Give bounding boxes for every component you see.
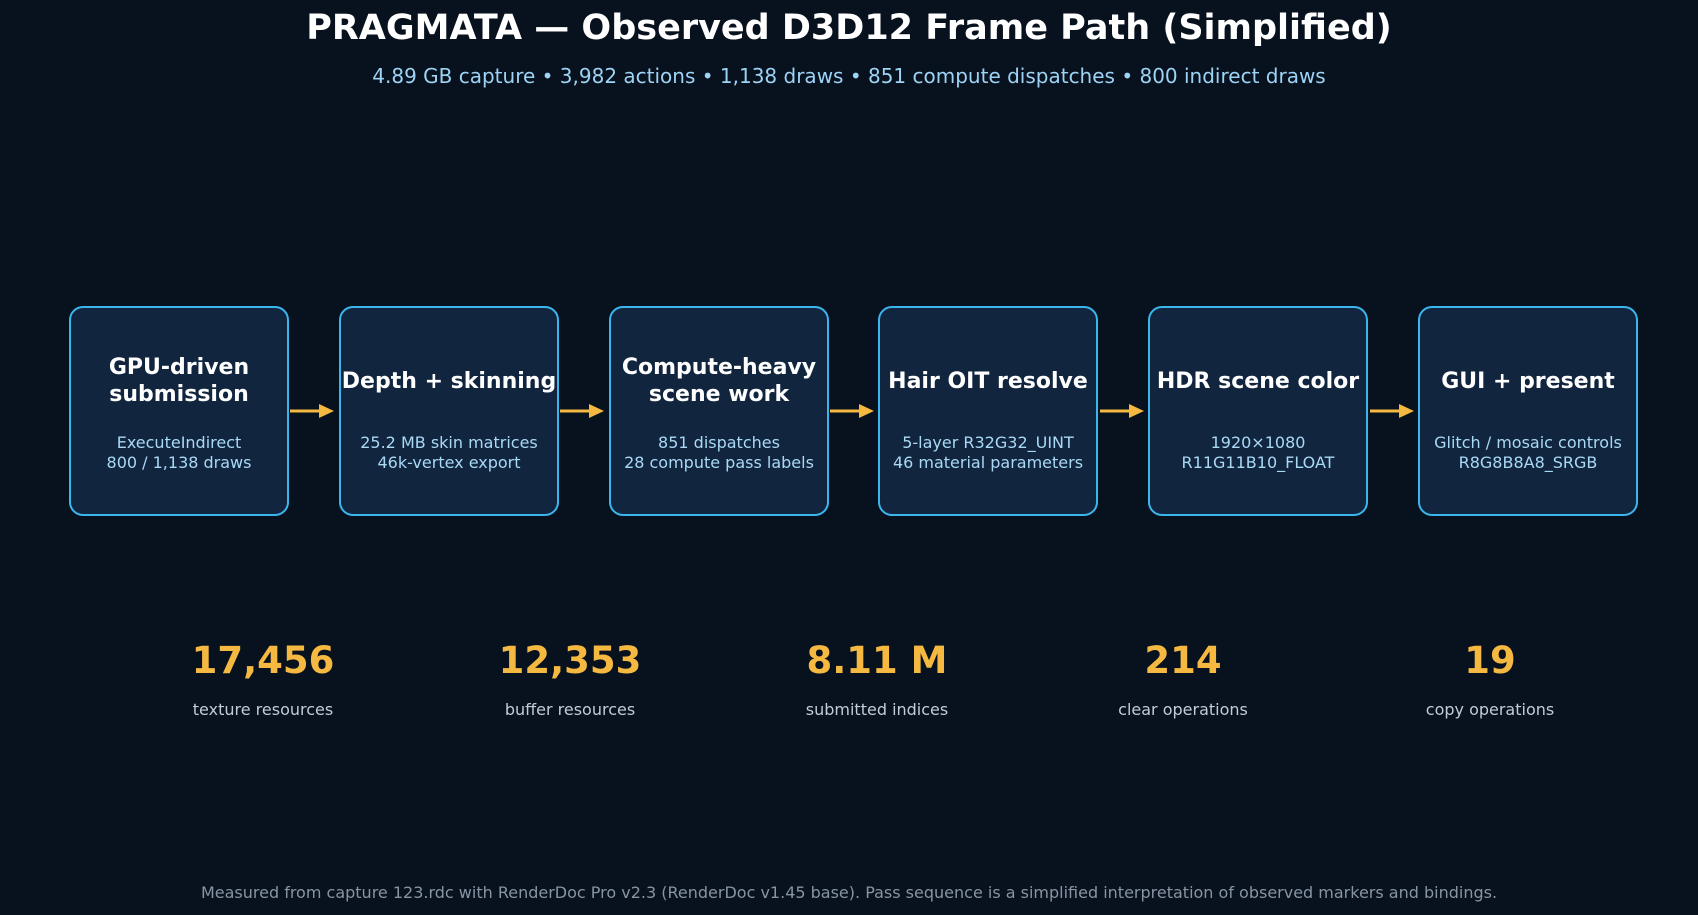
stat-label: texture resources xyxy=(192,700,334,719)
stage-depth-skinning: Depth + skinning 25.2 MB skin matrices 4… xyxy=(339,306,559,516)
flow-arrow xyxy=(1370,404,1414,418)
stat-submitted-indices: 8.11 M submitted indices xyxy=(747,636,1007,720)
stage-hdr-scene-color: HDR scene color 1920×1080 R11G11B10_FLOA… xyxy=(1148,306,1368,516)
stat-value: 12,353 xyxy=(498,639,642,682)
stat-clear-operations: 214 clear operations xyxy=(1053,636,1313,720)
stage-detail-line: 25.2 MB skin matrices xyxy=(360,433,538,452)
page-title: PRAGMATA — Observed D3D12 Frame Path (Si… xyxy=(306,8,1392,48)
stage-detail-line: Glitch / mosaic controls xyxy=(1434,433,1622,452)
stage-detail-line: R8G8B8A8_SRGB xyxy=(1458,453,1598,472)
stage-details: 1920×1080 R11G11B10_FLOAT xyxy=(1144,433,1372,473)
stage-details: ExecuteIndirect 800 / 1,138 draws xyxy=(65,433,293,473)
stage-title: Depth + skinning xyxy=(341,368,557,394)
stage-detail-line: 1920×1080 xyxy=(1210,433,1306,452)
stat-value: 8.11 M xyxy=(806,639,948,682)
stage-title: GUI + present xyxy=(1441,368,1615,394)
stage-details: 5-layer R32G32_UINT 46 material paramete… xyxy=(874,433,1102,473)
stage-details: Glitch / mosaic controls R8G8B8A8_SRGB xyxy=(1414,433,1642,473)
stat-value: 17,456 xyxy=(191,639,335,682)
flow-arrow xyxy=(830,404,874,418)
stage-title: Hair OIT resolve xyxy=(888,368,1088,394)
stage-title: HDR scene color xyxy=(1156,368,1360,394)
stat-label: buffer resources xyxy=(504,700,636,719)
stage-compute-heavy: Compute-heavy scene work 851 dispatches … xyxy=(609,306,829,516)
stage-title: GPU-driven submission xyxy=(108,355,250,407)
stat-value: 19 xyxy=(1464,639,1516,682)
capture-summary: 4.89 GB capture • 3,982 actions • 1,138 … xyxy=(372,64,1326,88)
stat-texture-resources: 17,456 texture resources xyxy=(133,636,393,720)
stat-value: 214 xyxy=(1144,639,1222,682)
stage-hair-oit-resolve: Hair OIT resolve 5-layer R32G32_UINT 46 … xyxy=(878,306,1098,516)
stat-label: copy operations xyxy=(1425,700,1555,719)
stat-label: submitted indices xyxy=(805,700,949,719)
flow-arrow xyxy=(560,404,604,418)
stage-gpu-driven-submission: GPU-driven submission ExecuteIndirect 80… xyxy=(69,306,289,516)
stat-label: clear operations xyxy=(1118,700,1248,719)
footnote: Measured from capture 123.rdc with Rende… xyxy=(200,883,1498,902)
stage-detail-line: R11G11B10_FLOAT xyxy=(1181,453,1335,472)
stage-detail-line: 46 material parameters xyxy=(892,453,1084,472)
stage-detail-line: 800 / 1,138 draws xyxy=(106,453,252,472)
stage-detail-line: 46k-vertex export xyxy=(377,453,521,472)
stage-detail-line: ExecuteIndirect xyxy=(116,433,242,452)
flow-arrow xyxy=(290,404,334,418)
stage-title: Compute-heavy scene work xyxy=(621,355,817,407)
stat-buffer-resources: 12,353 buffer resources xyxy=(440,636,700,720)
stage-detail-line: 5-layer R32G32_UINT xyxy=(902,433,1074,452)
stage-gui-present: GUI + present Glitch / mosaic controls R… xyxy=(1418,306,1638,516)
stage-details: 25.2 MB skin matrices 46k-vertex export xyxy=(335,433,563,473)
stage-details: 851 dispatches 28 compute pass labels xyxy=(605,433,833,473)
stage-detail-line: 851 dispatches xyxy=(658,433,780,452)
stat-copy-operations: 19 copy operations xyxy=(1360,636,1620,720)
flow-arrow xyxy=(1100,404,1144,418)
stage-detail-line: 28 compute pass labels xyxy=(624,453,814,472)
